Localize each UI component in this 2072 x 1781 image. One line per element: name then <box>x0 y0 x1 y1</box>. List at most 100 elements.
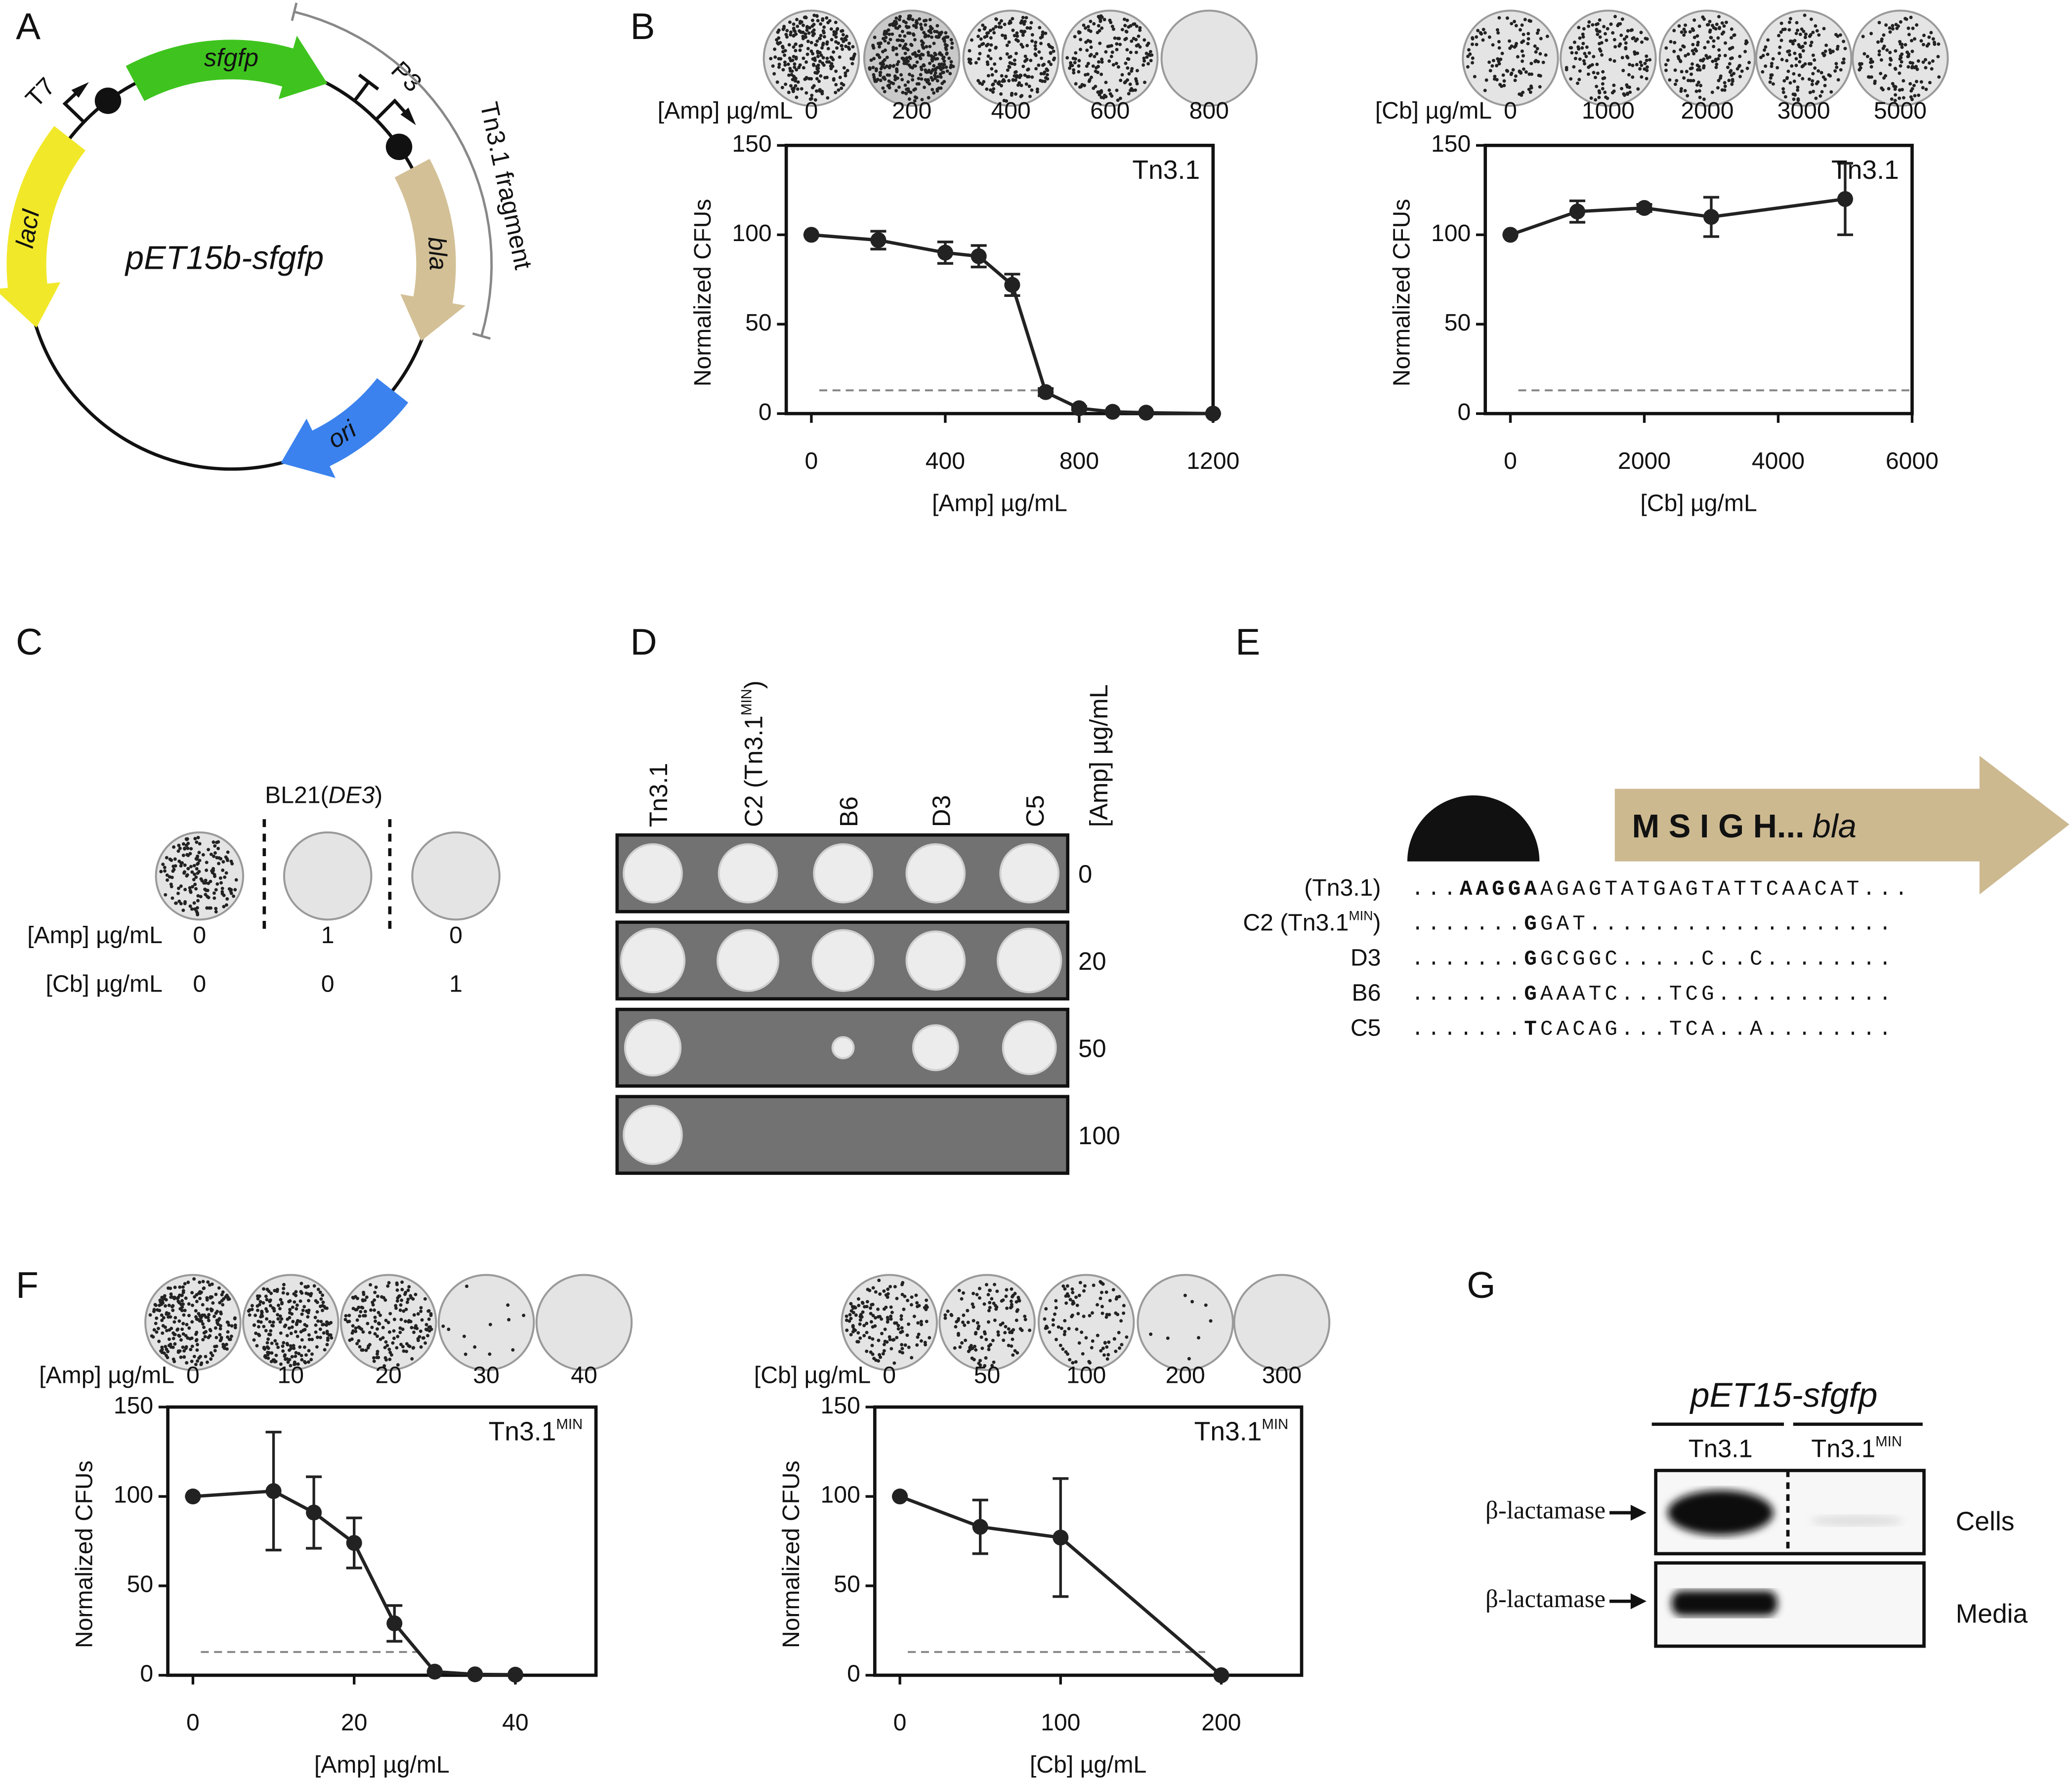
annotation-text: Tn3.1 <box>1194 1417 1262 1447</box>
colony <box>928 44 932 48</box>
colony <box>1536 60 1540 64</box>
colony <box>924 23 928 27</box>
colony <box>1803 41 1807 45</box>
seq-part: ... <box>1411 877 1460 901</box>
colony <box>199 1363 203 1367</box>
colony <box>290 1355 294 1359</box>
colony <box>1589 96 1593 100</box>
colony <box>372 1359 376 1363</box>
colony <box>401 1327 405 1331</box>
colony <box>1004 75 1008 79</box>
colony <box>842 83 846 87</box>
row-value: 0 <box>193 922 206 949</box>
colony <box>1533 59 1537 63</box>
colony <box>376 1294 380 1298</box>
colony <box>1089 53 1093 57</box>
colony <box>166 878 169 882</box>
colony <box>840 86 844 90</box>
colony <box>1803 36 1807 40</box>
colony <box>871 44 875 48</box>
colony <box>1894 85 1898 89</box>
colony <box>1645 77 1649 81</box>
colony <box>1043 80 1047 83</box>
data-point <box>306 1504 322 1521</box>
colony <box>910 1356 914 1360</box>
colony <box>182 870 186 874</box>
colony <box>931 68 935 72</box>
x-tick-label: 0 <box>805 448 818 474</box>
colony <box>800 87 803 91</box>
colony <box>1640 40 1644 44</box>
colony <box>1013 34 1016 38</box>
colony <box>178 846 182 850</box>
colony <box>1697 89 1701 93</box>
colony <box>1015 34 1019 38</box>
colony <box>925 45 929 49</box>
plate-dose: 50 <box>974 1362 1001 1388</box>
colony <box>184 1334 188 1338</box>
colony <box>812 32 816 36</box>
colony <box>846 45 850 49</box>
colony <box>1620 86 1624 90</box>
colony <box>871 66 875 70</box>
colony <box>957 1288 961 1292</box>
colony <box>1632 36 1636 40</box>
colony <box>856 1340 860 1344</box>
colony <box>164 1298 168 1302</box>
colony <box>1483 31 1487 35</box>
colony <box>1591 23 1595 27</box>
colony <box>1596 71 1600 75</box>
colony <box>191 885 195 889</box>
column-label: B6 <box>835 796 863 827</box>
colony <box>1100 26 1104 30</box>
colony <box>835 46 839 50</box>
colony <box>1813 58 1817 62</box>
colony <box>834 83 838 86</box>
colony <box>1594 76 1597 80</box>
colony <box>781 27 785 31</box>
colony <box>793 62 797 66</box>
colony <box>380 1295 383 1299</box>
colony <box>1824 43 1828 47</box>
colony <box>402 1309 406 1313</box>
colony <box>1890 97 1894 101</box>
colony <box>988 1288 992 1292</box>
colony <box>1011 1337 1015 1341</box>
colony <box>1682 33 1686 37</box>
colony <box>976 79 980 83</box>
colony <box>987 1309 991 1313</box>
colony <box>880 1317 884 1321</box>
colony <box>1021 16 1025 19</box>
y-axis-label: Normalized CFUs <box>71 1460 98 1648</box>
colony <box>809 41 813 44</box>
colony <box>192 1355 196 1359</box>
colony <box>357 1305 361 1309</box>
colony <box>1627 73 1631 77</box>
column-label: Tn3.1 <box>644 763 673 827</box>
colony <box>895 1335 899 1339</box>
colony <box>344 1314 348 1318</box>
colony <box>806 46 810 50</box>
colony <box>409 1320 413 1324</box>
colony <box>354 1326 358 1330</box>
colony <box>407 1285 411 1289</box>
colony <box>1496 57 1500 61</box>
colony <box>789 30 793 34</box>
column-label-text: D3 <box>928 795 956 827</box>
data-point <box>1837 191 1853 207</box>
annotation: Tn3.1MIN <box>489 1416 583 1447</box>
lane-label: Tn3.1 <box>1689 1435 1753 1463</box>
colony <box>1093 54 1097 58</box>
colony <box>177 1319 181 1323</box>
colony <box>1091 1339 1095 1343</box>
colony <box>271 1306 275 1310</box>
colony <box>911 18 915 22</box>
seq-label-text: (Tn3.1) <box>1304 874 1381 901</box>
spot <box>718 843 778 904</box>
colony <box>214 888 218 892</box>
colony <box>161 863 165 867</box>
colony <box>853 52 856 56</box>
colony <box>1039 41 1043 45</box>
colony <box>1072 68 1076 72</box>
